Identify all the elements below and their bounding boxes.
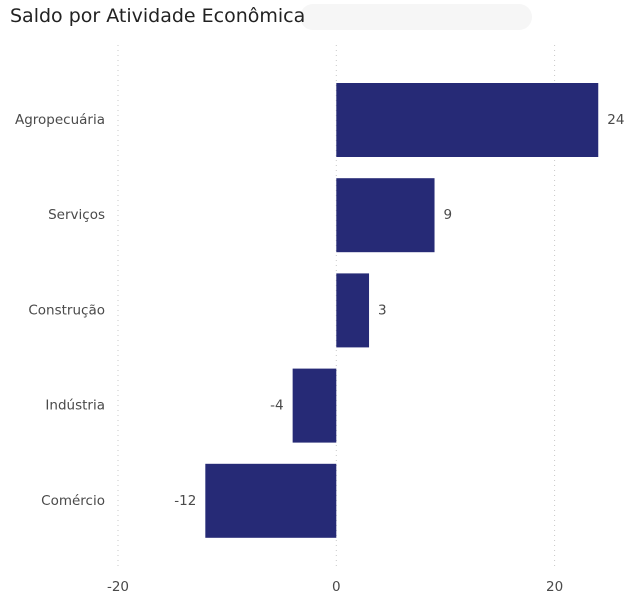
bar [205, 463, 337, 538]
category-label: Comércio [41, 493, 105, 509]
bar [336, 83, 599, 157]
x-tick-label: 20 [546, 579, 563, 595]
value-label: 24 [607, 112, 624, 128]
title-highlight [300, 4, 532, 30]
category-labels: Agropecuária Serviços Construção Indústria C… [15, 112, 105, 509]
value-label: 3 [378, 302, 387, 318]
bar [336, 178, 435, 253]
x-axis-ticks: -20 0 20 [107, 579, 563, 595]
category-label: Serviços [48, 207, 105, 223]
value-label: -12 [174, 493, 196, 509]
category-label: Indústria [45, 398, 105, 414]
bar [292, 368, 337, 443]
value-labels: 24 9 3 -4 -12 [174, 112, 624, 509]
chart-title: Saldo por Atividade Econômica [10, 5, 306, 27]
bar [336, 273, 370, 348]
x-tick-label: 0 [332, 579, 341, 595]
value-label: -4 [270, 398, 283, 414]
value-label: 9 [444, 207, 453, 223]
category-label: Agropecuária [15, 112, 105, 128]
x-tick-label: -20 [107, 579, 129, 595]
bars [205, 83, 599, 538]
category-label: Construção [28, 302, 105, 318]
title-bar: Saldo por Atividade Econômica [0, 0, 640, 38]
